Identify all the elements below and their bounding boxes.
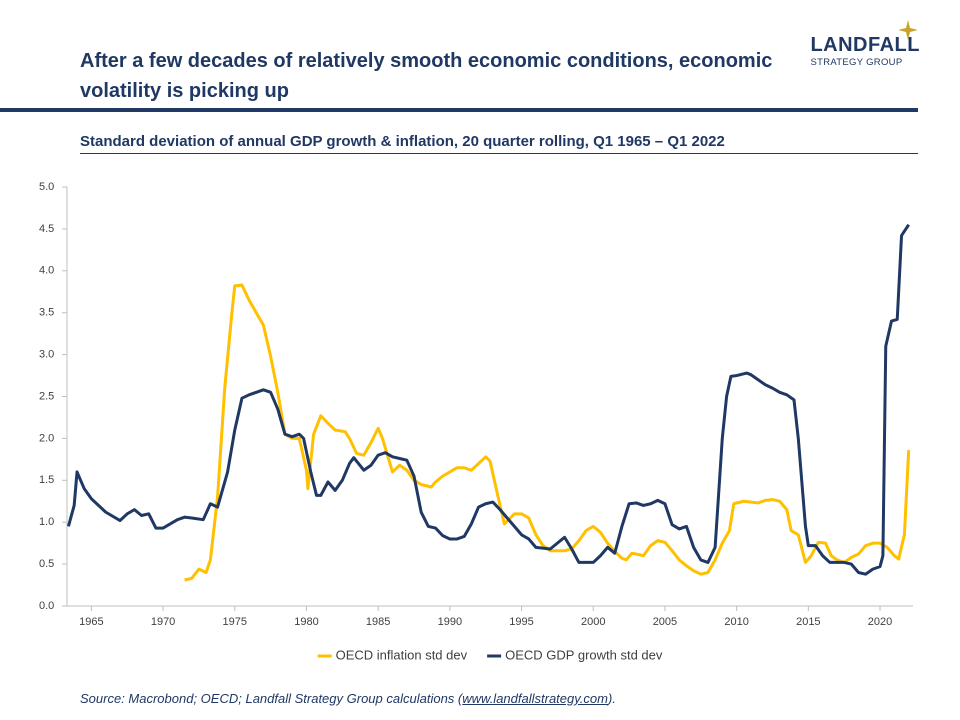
x-tick-label: 1990 xyxy=(438,616,462,628)
x-tick-label: 2020 xyxy=(868,616,892,628)
legend-label: OECD GDP growth std dev xyxy=(505,647,663,662)
logo-tagline: STRATEGY GROUP xyxy=(810,57,903,68)
y-tick-label: 1.0 xyxy=(39,516,54,528)
y-tick-label: 4.5 xyxy=(39,223,54,235)
source: Source: Macrobond; OECD; Landfall Strate… xyxy=(80,691,616,706)
source-text: ). xyxy=(607,691,616,706)
x-tick-label: 1975 xyxy=(223,616,247,628)
y-tick-label: 3.5 xyxy=(39,307,54,319)
series-line xyxy=(184,283,911,582)
x-tick-label: 1985 xyxy=(366,616,390,628)
x-tick-label: 2000 xyxy=(581,616,605,628)
header-rule xyxy=(0,108,918,112)
x-tick-label: 2015 xyxy=(796,616,820,628)
chart: 0.0 0.5 1.0 1.5 2.0 2.5 3.0 3.5 4.0 4.5 5.0 1965 197… xyxy=(39,181,913,662)
logo-star xyxy=(898,20,919,40)
x-tick-label: 1970 xyxy=(151,616,175,628)
x-tick-label: 2010 xyxy=(724,616,748,628)
y-tick-label: 2.0 xyxy=(39,432,54,444)
y-tick-label: 1.5 xyxy=(39,474,54,486)
x-tick-label: 1980 xyxy=(294,616,318,628)
y-tick-label: 3.0 xyxy=(39,349,54,361)
y-tick-label: 5.0 xyxy=(39,181,54,193)
x-tick-label: 1995 xyxy=(509,616,533,628)
title: After a few decades of relatively smooth… xyxy=(80,50,773,102)
subtitle: Standard deviation of annual GDP growth … xyxy=(80,133,918,154)
logo-name: LANDFALL xyxy=(810,34,920,56)
y-tick-label: 4.0 xyxy=(39,265,54,277)
y-tick-label: 0.0 xyxy=(39,600,54,612)
y-tick-label: 2.5 xyxy=(39,390,54,402)
x-tick-label: 1965 xyxy=(79,616,103,628)
x-tick-label: 2005 xyxy=(653,616,677,628)
source-text: Source: Macrobond; OECD; Landfall Strate… xyxy=(80,691,463,706)
legend-label: OECD inflation std dev xyxy=(336,647,468,662)
logo: LANDFALL STRATEGY GROUP xyxy=(810,20,920,68)
series-line xyxy=(66,223,910,576)
y-tick-label: 0.5 xyxy=(39,558,54,570)
source-link[interactable]: www.landfallstrategy.com xyxy=(462,691,608,706)
